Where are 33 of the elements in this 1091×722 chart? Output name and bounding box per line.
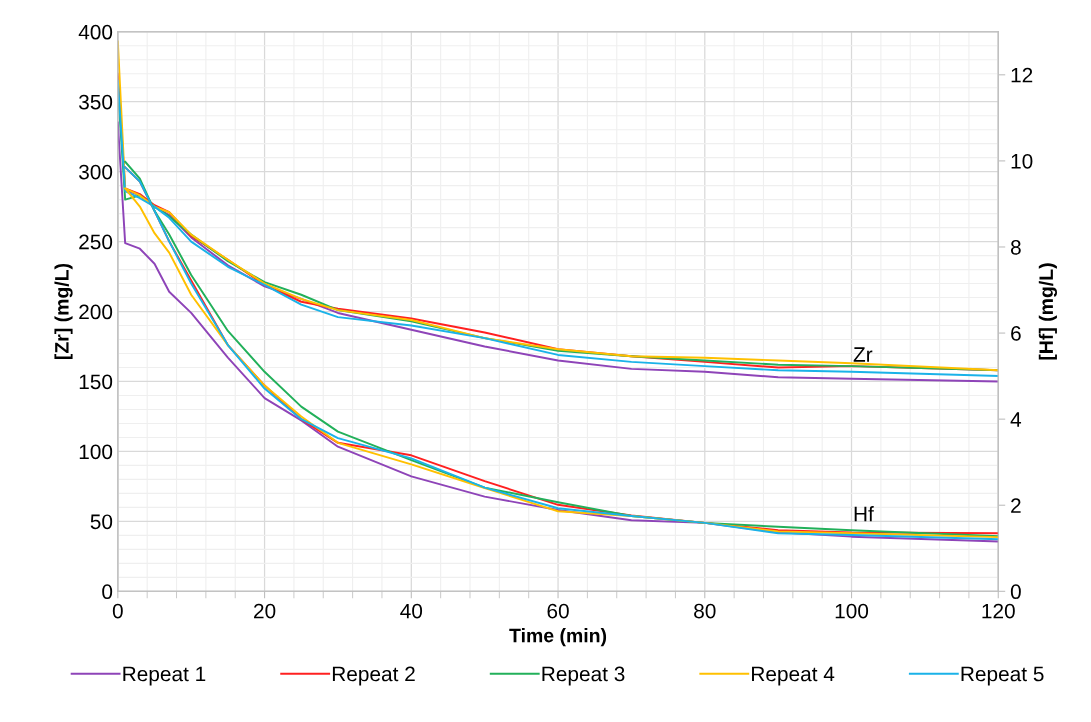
x-tick-label: 60 <box>547 603 569 619</box>
y2-tick-label: 0 <box>1010 584 1021 600</box>
x-tick-label: 120 <box>982 603 1015 619</box>
legend-label: Repeat 1 <box>123 666 206 686</box>
y2-tick-label: 6 <box>1011 326 1021 341</box>
legend-label: Repeat 4 <box>752 666 835 686</box>
legend-label: Repeat 2 <box>332 666 415 686</box>
y-tick-label: 250 <box>79 234 113 250</box>
legend-label: Repeat 3 <box>542 666 625 686</box>
y2-axis-title: [Hf] (mg/L) <box>1038 263 1058 360</box>
x-tick-label: 20 <box>254 603 276 619</box>
y2-tick-label: 10 <box>1011 153 1033 169</box>
y2-tick-label: 2 <box>1011 498 1021 513</box>
y-tick-label: 200 <box>79 304 113 320</box>
y2-tick-label: 12 <box>1011 67 1033 83</box>
y-tick-label: 100 <box>79 444 113 460</box>
x-tick-label: 40 <box>400 603 423 619</box>
y2-tick-label: 8 <box>1010 239 1021 255</box>
legend-label: Repeat 5 <box>961 666 1044 686</box>
y-tick-label: 50 <box>90 514 113 530</box>
x-tick-label: 100 <box>835 603 869 619</box>
y-tick-label: 300 <box>79 164 113 180</box>
y-tick-label: 400 <box>78 24 113 40</box>
x-tick-label: 0 <box>112 603 123 619</box>
annotation: Zr <box>853 347 873 362</box>
annotation: Hf <box>854 506 874 522</box>
y-tick-label: 350 <box>79 94 113 110</box>
y-tick-label: 150 <box>79 374 113 390</box>
y-tick-label: 0 <box>102 584 113 600</box>
y-axis-title: [Zr] (mg/L) <box>54 263 73 360</box>
x-tick-label: 80 <box>694 603 716 619</box>
y2-tick-label: 4 <box>1010 412 1022 427</box>
x-axis-title: Time (min) <box>509 628 607 647</box>
